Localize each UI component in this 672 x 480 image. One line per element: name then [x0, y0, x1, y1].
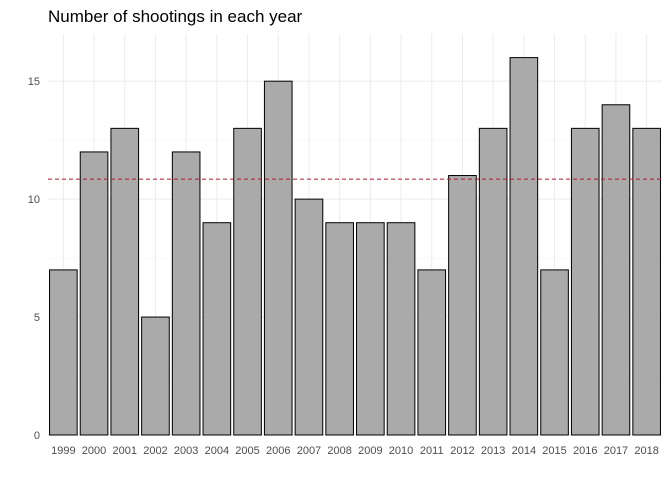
x-axis-ticks: 1999 2000 2001 2002 2003 2004 2005 2006 2007 2008… — [51, 445, 659, 457]
y-tick-label: 5 — [34, 312, 40, 324]
x-tick-label: 2004 — [205, 445, 229, 457]
x-tick-label: 2005 — [235, 445, 259, 457]
bar-2006 — [263, 80, 293, 436]
bar-2014 — [509, 57, 539, 436]
chart-title: Number of shootings in each year — [48, 7, 303, 26]
bar-2001 — [110, 127, 140, 436]
x-tick-label: 2013 — [481, 445, 505, 457]
bar-2004 — [202, 222, 232, 436]
bar-2015 — [540, 269, 569, 436]
x-tick-label: 2009 — [358, 445, 382, 457]
x-tick-label: 2003 — [174, 445, 198, 457]
x-tick-label: 2012 — [450, 445, 474, 457]
x-tick-label: 2014 — [512, 445, 536, 457]
x-tick-label: 2007 — [297, 445, 321, 457]
grid-lines — [48, 34, 662, 436]
x-tick-label: 2008 — [327, 445, 351, 457]
x-tick-label: 2010 — [389, 445, 413, 457]
bar-2017 — [601, 104, 631, 436]
bar-2008 — [325, 222, 354, 436]
y-tick-label: 15 — [28, 76, 40, 88]
x-tick-label: 2018 — [634, 445, 658, 457]
x-tick-label: 2006 — [266, 445, 290, 457]
y-tick-label: 0 — [34, 430, 40, 442]
bar-2009 — [356, 222, 385, 436]
bar-2005 — [233, 127, 262, 436]
bars — [49, 57, 661, 436]
bar-2010 — [386, 222, 416, 436]
bar-2012 — [448, 175, 477, 436]
bar-2007 — [294, 198, 324, 436]
bar-2016 — [570, 127, 600, 436]
x-tick-label: 2002 — [143, 445, 167, 457]
x-tick-label: 2001 — [113, 445, 137, 457]
y-tick-label: 10 — [28, 194, 40, 206]
y-axis-ticks: 0 5 10 15 — [28, 76, 40, 442]
x-tick-label: 1999 — [51, 445, 75, 457]
bar-2003 — [171, 151, 201, 436]
x-tick-label: 2011 — [420, 445, 444, 457]
bar-1999 — [49, 269, 78, 436]
bar-2011 — [417, 269, 447, 436]
x-tick-label: 2017 — [604, 445, 628, 457]
x-tick-label: 2016 — [573, 445, 597, 457]
bar-2018 — [632, 127, 661, 436]
x-tick-label: 2000 — [82, 445, 106, 457]
bar-2000 — [79, 151, 109, 436]
bar-2002 — [141, 316, 170, 436]
x-tick-label: 2015 — [542, 445, 566, 457]
bar-2013 — [478, 127, 508, 436]
